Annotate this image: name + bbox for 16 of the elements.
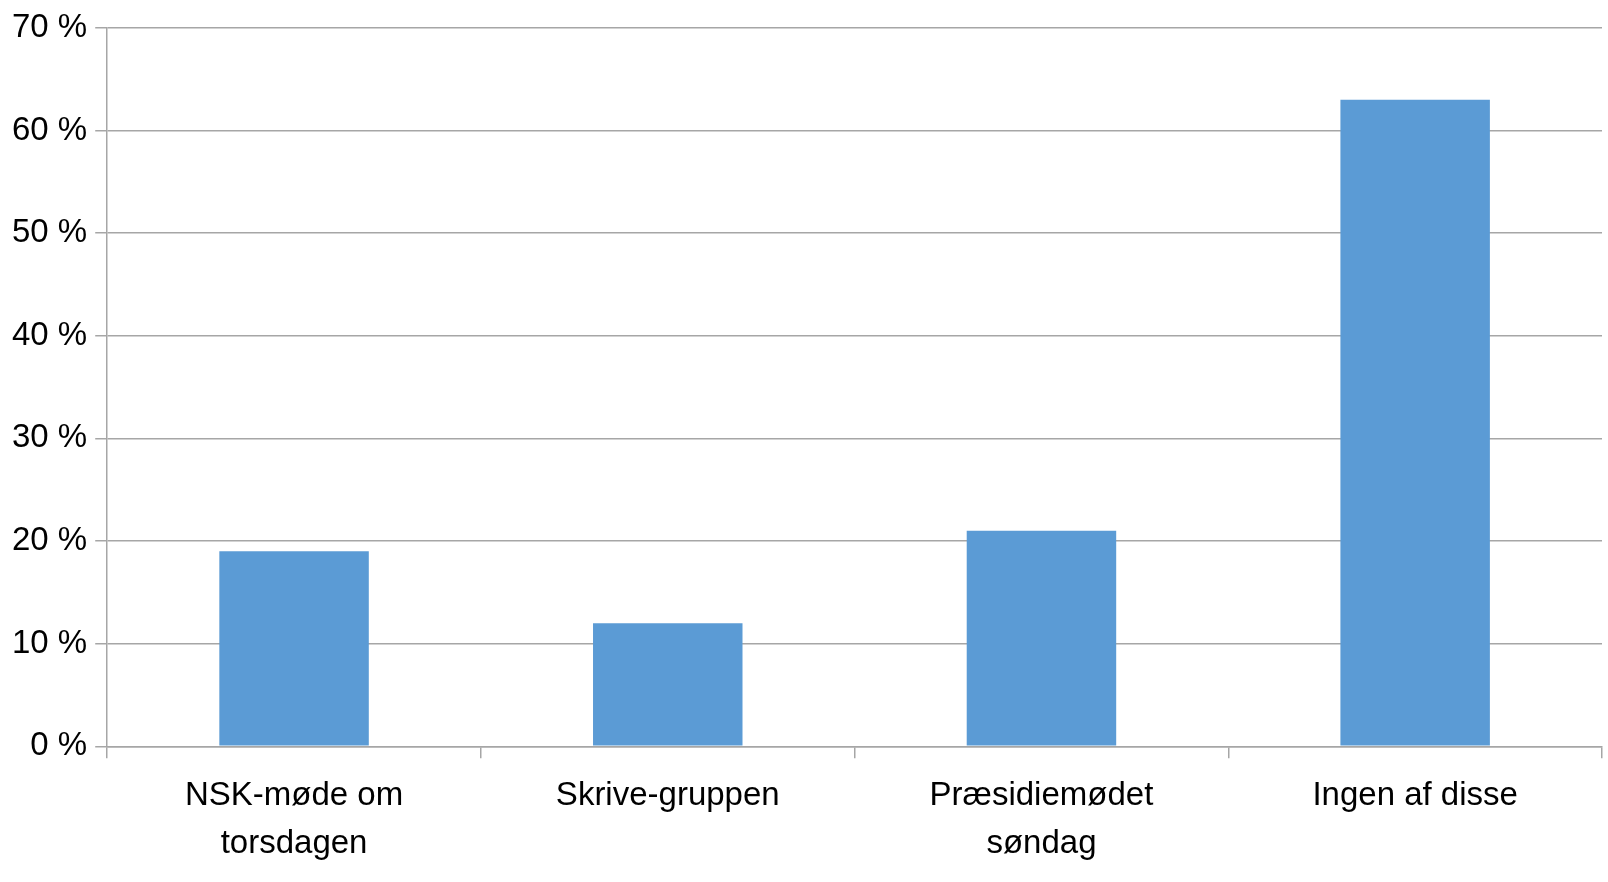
bar xyxy=(593,623,743,746)
y-tick-label: 40 % xyxy=(12,314,88,352)
bar xyxy=(219,551,369,746)
y-tick-label: 70 % xyxy=(12,6,88,44)
x-tick-label: Ingen af disse xyxy=(1312,775,1518,813)
y-tick-label: 10 % xyxy=(12,622,88,660)
y-tick-label: 30 % xyxy=(12,417,88,455)
y-tick-label: 60 % xyxy=(12,109,88,147)
bar xyxy=(1340,99,1490,746)
y-tick-label: 20 % xyxy=(12,520,88,558)
x-tick-label: Skrive-gruppen xyxy=(555,775,780,813)
x-tick-label: Præsidiemødet søndag xyxy=(929,775,1154,861)
bar xyxy=(966,530,1117,746)
y-tick-label: 0 % xyxy=(30,725,88,763)
y-tick-label: 50 % xyxy=(12,212,88,250)
x-tick-label: NSK-møde om torsdagen xyxy=(184,775,404,861)
